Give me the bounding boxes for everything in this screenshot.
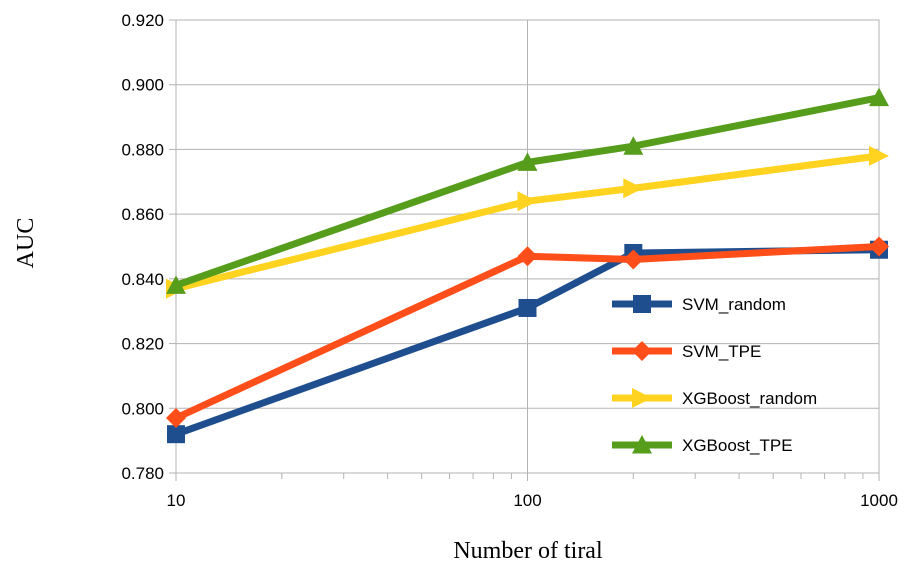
data-point-svm-tpe [166, 407, 186, 428]
data-point-xgboost-random [869, 145, 889, 166]
legend-item-xgboost-tpe: XGBoost_TPE [612, 435, 793, 455]
y-tick-label: 0.920 [121, 11, 164, 30]
series-svm-tpe [166, 236, 889, 428]
data-point-xgboost-tpe [869, 87, 889, 107]
data-point-xgboost-tpe [517, 152, 538, 171]
y-tick-label: 0.800 [121, 399, 164, 418]
x-tick-label: 100 [513, 491, 541, 510]
legend-swatch-marker [632, 435, 652, 454]
legend-label: XGBoost_random [682, 389, 817, 408]
legend-swatch-marker [633, 295, 651, 313]
data-point-svm-tpe [517, 246, 538, 267]
y-axis-title: AUC [13, 218, 39, 269]
x-tick-label: 1000 [860, 491, 898, 510]
x-axis-title: Number of tiral [453, 538, 603, 564]
data-point-svm-random [167, 425, 185, 444]
legend-label: XGBoost_TPE [682, 436, 793, 455]
y-tick-label: 0.820 [121, 335, 164, 354]
y-axis-tick-labels: 0.780 0.800 0.820 0.840 0.860 0.880 0.900 0.920 [121, 11, 164, 483]
data-point-svm-tpe [869, 236, 889, 257]
y-tick-label: 0.900 [121, 76, 164, 95]
legend-swatch-marker [632, 388, 652, 408]
x-axis-tick-labels: 10 100 1000 [167, 491, 898, 510]
data-point-xgboost-tpe [166, 275, 186, 294]
legend-label: SVM_TPE [682, 342, 761, 361]
y-tick-label: 0.860 [121, 205, 164, 224]
legend-item-svm-tpe: SVM_TPE [612, 341, 761, 361]
y-tick-label: 0.880 [121, 140, 164, 159]
series-line-xgboost-random [175, 152, 880, 292]
x-tick-label: 10 [167, 491, 186, 510]
data-point-xgboost-random [623, 178, 644, 199]
data-point-xgboost-tpe [623, 136, 644, 155]
data-point-svm-random [518, 298, 537, 317]
legend-item-svm-random: SVM_random [612, 295, 786, 314]
series-line-svm-tpe [174, 243, 880, 422]
data-point-svm-tpe [623, 249, 644, 270]
y-tick-label: 0.780 [121, 464, 164, 483]
series-xgboost-tpe [166, 87, 889, 294]
y-tick-label: 0.840 [121, 270, 164, 289]
legend-label: SVM_random [682, 295, 786, 314]
series-line-xgboost-tpe [174, 94, 880, 289]
series-layer [166, 87, 889, 444]
legend-swatch-marker [632, 341, 652, 361]
legend-item-xgboost-random: XGBoost_random [612, 388, 817, 408]
legend: SVM_random SVM_TPE XGBoost_random XGBoost_T… [612, 295, 817, 455]
data-point-xgboost-random [517, 191, 538, 212]
series-xgboost-random [166, 145, 889, 299]
